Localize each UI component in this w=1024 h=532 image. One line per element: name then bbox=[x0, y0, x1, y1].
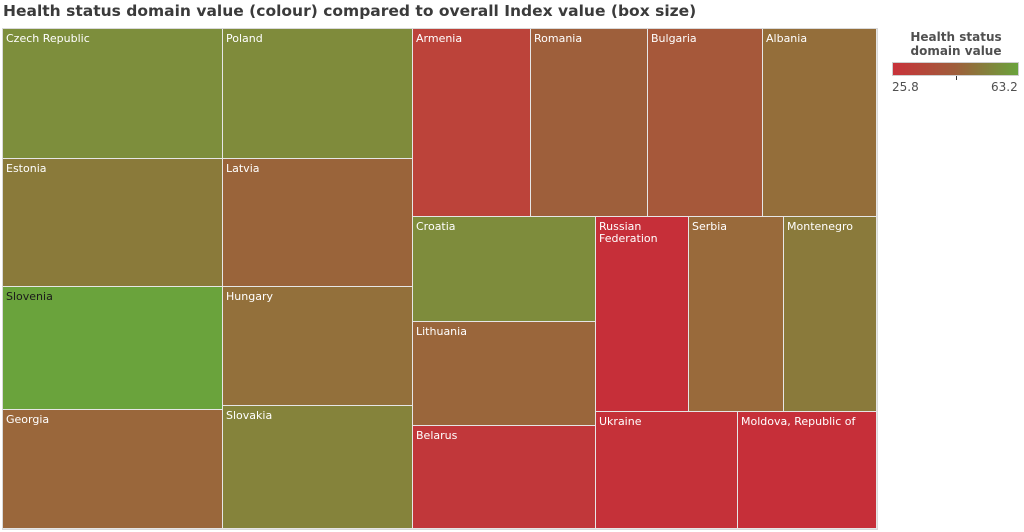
treemap-tile-label: Poland bbox=[226, 32, 263, 45]
treemap-tile[interactable]: Moldova, Republic of bbox=[738, 412, 877, 529]
treemap-tile[interactable]: Lithuania bbox=[413, 322, 596, 426]
treemap-tile-label: Armenia bbox=[416, 32, 463, 45]
treemap-tile[interactable]: Albania bbox=[763, 29, 877, 217]
treemap-tile-label: Croatia bbox=[416, 220, 456, 233]
treemap-tile-label: Estonia bbox=[6, 162, 47, 175]
treemap-frame: Czech Republic Poland Estonia Latvia Sloveni… bbox=[2, 28, 878, 530]
treemap-tile[interactable]: Armenia bbox=[413, 29, 531, 217]
treemap-tile[interactable]: Bulgaria bbox=[648, 29, 763, 217]
treemap-tile-label: Romania bbox=[534, 32, 583, 45]
treemap-tile[interactable]: Belarus bbox=[413, 426, 596, 529]
treemap-tile-label: Serbia bbox=[692, 220, 728, 233]
treemap-tile-label: Slovenia bbox=[6, 290, 53, 303]
treemap-tile-label: Moldova, Republic of bbox=[741, 415, 856, 428]
color-legend: Health status domain value 25.8 63.2 bbox=[892, 30, 1022, 94]
treemap-tile[interactable]: Russian Federation bbox=[596, 217, 689, 412]
treemap-tile-label: Georgia bbox=[6, 413, 50, 426]
legend-gradient-bar bbox=[892, 62, 1019, 80]
treemap-tile-label: Latvia bbox=[226, 162, 260, 175]
treemap-tile[interactable]: Romania bbox=[531, 29, 648, 217]
treemap-tile[interactable]: Estonia bbox=[3, 159, 223, 287]
treemap: Czech Republic Poland Estonia Latvia Sloveni… bbox=[3, 29, 877, 529]
treemap-tile-label: Montenegro bbox=[787, 220, 854, 233]
treemap-tile[interactable]: Georgia bbox=[3, 410, 223, 529]
legend-max-label: 63.2 bbox=[991, 80, 1018, 94]
treemap-tile[interactable]: Ukraine bbox=[596, 412, 738, 529]
treemap-tile-label: Lithuania bbox=[416, 325, 467, 338]
legend-tick bbox=[956, 76, 957, 80]
treemap-tile[interactable]: Croatia bbox=[413, 217, 596, 322]
treemap-tile[interactable]: Serbia bbox=[689, 217, 784, 412]
treemap-tile-label: Albania bbox=[766, 32, 808, 45]
treemap-tile[interactable]: Hungary bbox=[223, 287, 413, 406]
treemap-tile[interactable]: Slovenia bbox=[3, 287, 223, 410]
legend-title: Health status domain value bbox=[910, 30, 1002, 58]
treemap-tile-label: Belarus bbox=[416, 429, 458, 442]
treemap-tile-label: Bulgaria bbox=[651, 32, 697, 45]
treemap-tile-label: Slovakia bbox=[226, 409, 273, 422]
treemap-tile[interactable]: Slovakia bbox=[223, 406, 413, 529]
treemap-tile[interactable]: Czech Republic bbox=[3, 29, 223, 159]
treemap-tile-label: Czech Republic bbox=[6, 32, 90, 45]
treemap-tile[interactable]: Poland bbox=[223, 29, 413, 159]
treemap-tile-label: Hungary bbox=[226, 290, 273, 303]
chart-title: Health status domain value (colour) comp… bbox=[3, 2, 697, 20]
legend-min-label: 25.8 bbox=[892, 80, 919, 94]
treemap-tile-label: Russian Federation bbox=[599, 220, 658, 245]
treemap-tile[interactable]: Montenegro bbox=[784, 217, 877, 412]
treemap-tile-label: Ukraine bbox=[599, 415, 642, 428]
treemap-tile[interactable]: Latvia bbox=[223, 159, 413, 287]
